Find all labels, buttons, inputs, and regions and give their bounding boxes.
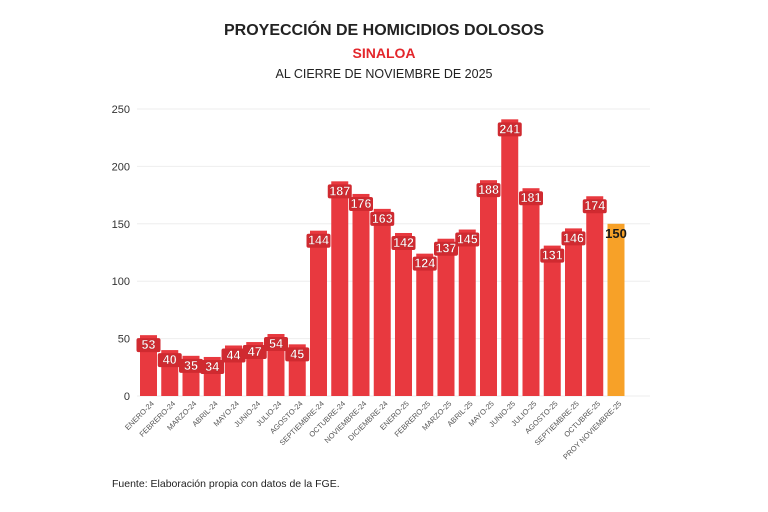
y-tick-label: 0 <box>124 391 130 403</box>
data-label: 174 <box>584 199 605 213</box>
data-label-bg <box>434 241 458 256</box>
data-label: 47 <box>248 345 262 359</box>
bar <box>565 228 582 396</box>
data-label-bg <box>200 359 225 374</box>
data-label-bg <box>221 348 246 363</box>
data-label-bg <box>242 345 267 360</box>
data-label: 45 <box>290 347 304 361</box>
bar <box>437 238 455 396</box>
data-label: 124 <box>414 257 435 271</box>
bar <box>607 223 625 396</box>
data-label-bg <box>561 231 586 246</box>
data-label-bg <box>391 235 416 250</box>
data-label-bg <box>349 196 373 211</box>
data-label: 142 <box>393 236 414 250</box>
chart-subtitle: SINALOA <box>352 45 416 61</box>
data-label: 137 <box>436 242 457 256</box>
bar <box>522 188 540 396</box>
y-tick-label: 50 <box>118 334 130 346</box>
data-label: 144 <box>308 234 329 248</box>
data-label-bg <box>136 338 161 353</box>
bar <box>480 180 497 396</box>
y-tick-label: 100 <box>112 276 130 288</box>
bar <box>416 253 434 396</box>
data-label-bg <box>412 256 437 271</box>
data-label-bg <box>455 232 480 247</box>
data-label: 35 <box>184 359 198 373</box>
data-label: 34 <box>205 360 219 374</box>
bar <box>373 208 391 396</box>
bar <box>310 230 327 396</box>
data-label-bg <box>582 199 607 214</box>
data-label: 163 <box>372 212 393 226</box>
data-label: 181 <box>521 191 542 205</box>
data-label-bg <box>370 211 395 226</box>
data-label: 44 <box>227 348 241 362</box>
data-label: 145 <box>457 233 478 247</box>
data-label-bg <box>264 337 288 352</box>
data-label-bg <box>157 353 182 368</box>
bar <box>458 229 476 396</box>
data-label: 40 <box>163 353 177 367</box>
data-label-bg <box>519 191 543 206</box>
data-label: 187 <box>329 184 350 198</box>
bar <box>352 193 370 396</box>
data-label: 54 <box>269 337 283 351</box>
data-label: 241 <box>499 122 520 136</box>
data-label: 188 <box>478 183 499 197</box>
bar <box>395 232 412 396</box>
data-label-bg <box>179 358 203 373</box>
data-label-bg <box>476 183 501 198</box>
data-label: 150 <box>605 226 627 241</box>
chart-subtitle-date: AL CIERRE DE NOVIEMBRE DE 2025 <box>275 67 493 81</box>
y-tick-label: 250 <box>112 104 130 116</box>
data-label: 146 <box>563 231 584 245</box>
data-label: 53 <box>142 338 156 352</box>
data-label-bg <box>497 122 522 137</box>
bar <box>331 181 349 396</box>
bar <box>543 245 561 396</box>
bar <box>586 196 604 396</box>
data-label: 131 <box>542 249 563 263</box>
y-tick-label: 150 <box>112 219 130 231</box>
data-label-bg <box>327 184 352 199</box>
source-note: Fuente: Elaboración propia con datos de … <box>112 478 340 490</box>
bar <box>501 119 519 396</box>
y-tick-label: 200 <box>112 161 130 173</box>
data-label: 176 <box>351 197 372 211</box>
chart-title: PROYECCIÓN DE HOMICIDIOS DOLOSOS <box>223 22 545 39</box>
data-label-bg <box>540 248 565 263</box>
data-label-bg <box>285 347 310 362</box>
data-label-bg <box>306 233 331 248</box>
